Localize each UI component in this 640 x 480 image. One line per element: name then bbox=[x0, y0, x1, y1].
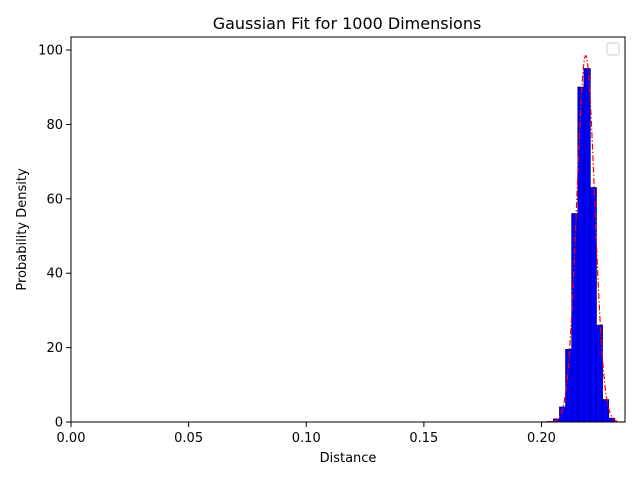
gaussian-fit-line bbox=[541, 54, 626, 423]
x-tick-label: 0.00 bbox=[57, 431, 86, 446]
y-tick-label: 60 bbox=[46, 192, 63, 207]
y-tick-label: 0 bbox=[55, 416, 63, 431]
y-axis-label: Probability Density bbox=[15, 168, 30, 291]
y-tick-label: 100 bbox=[38, 44, 63, 59]
bars-layer bbox=[546, 68, 616, 423]
x-axis-label: Distance bbox=[320, 451, 377, 466]
chart-title: Gaussian Fit for 1000 Dimensions bbox=[213, 14, 482, 33]
plot-frame bbox=[70, 36, 626, 423]
histogram-bar bbox=[589, 187, 597, 423]
x-axis-ticks: 0.00 0.05 0.10 0.15 0.20 bbox=[57, 422, 556, 446]
histogram-bar bbox=[583, 68, 591, 423]
y-tick-label: 40 bbox=[46, 267, 63, 282]
y-tick-label: 80 bbox=[46, 118, 63, 133]
x-tick-label: 0.05 bbox=[174, 431, 203, 446]
x-tick-label: 0.10 bbox=[292, 431, 321, 446]
x-tick-label: 0.15 bbox=[409, 431, 438, 446]
legend-box bbox=[606, 42, 620, 56]
histogram-bar bbox=[601, 399, 610, 423]
x-tick-label: 0.20 bbox=[527, 431, 556, 446]
y-axis-ticks: 0 20 40 60 80 100 bbox=[38, 44, 71, 431]
y-tick-label: 20 bbox=[46, 341, 63, 356]
